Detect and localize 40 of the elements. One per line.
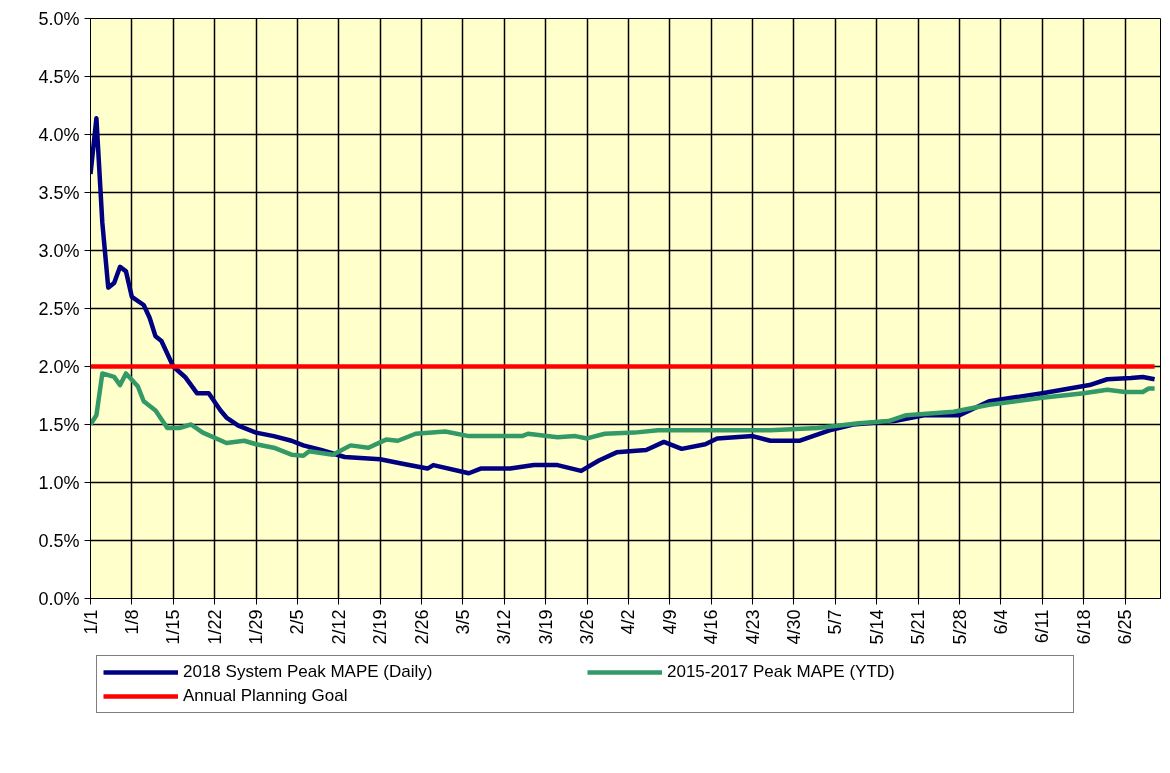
- y-tick-label: 0.0%: [38, 588, 80, 609]
- x-tick-label: 4/23: [742, 609, 763, 645]
- x-tick-label: 6/25: [1115, 609, 1136, 645]
- x-tick-label: 3/26: [577, 609, 598, 645]
- y-tick-label: 5.0%: [38, 8, 80, 29]
- x-tick-label: 4/16: [701, 609, 722, 645]
- y-tick-label: 4.5%: [38, 66, 80, 87]
- x-tick-label: 1/22: [204, 609, 225, 645]
- y-tick-label: 3.0%: [38, 240, 80, 261]
- y-tick-label: 2.5%: [38, 298, 80, 319]
- x-tick-label: 6/11: [1032, 609, 1053, 644]
- legend-label: 2015-2017 Peak MAPE (YTD): [667, 662, 896, 682]
- x-tick-label: 5/28: [949, 609, 970, 645]
- x-tick-label: 4/2: [618, 609, 639, 635]
- x-tick-label: 6/18: [1073, 609, 1094, 645]
- x-tick-label: 3/12: [494, 609, 515, 645]
- y-tick-label: 1.5%: [38, 414, 80, 435]
- x-tick-label: 1/29: [246, 609, 267, 645]
- x-tick-label: 5/7: [825, 609, 846, 635]
- x-tick-label: 2/5: [287, 609, 308, 635]
- y-tick-label: 2.0%: [38, 356, 80, 377]
- x-tick-label: 5/14: [866, 609, 887, 645]
- x-tick-label: 2/12: [328, 609, 349, 645]
- x-tick-label: 4/9: [659, 609, 680, 635]
- x-tick-label: 3/19: [535, 609, 556, 645]
- legend-label: 2018 System Peak MAPE (Daily): [183, 662, 434, 682]
- x-tick-label: 1/1: [80, 609, 101, 635]
- x-tick-label: 2/19: [370, 609, 391, 645]
- x-tick-label: 3/5: [452, 609, 473, 635]
- legend-label: Annual Planning Goal: [183, 686, 349, 706]
- x-tick-label: 1/15: [163, 609, 184, 645]
- y-tick-label: 1.0%: [38, 472, 80, 493]
- x-tick-label: 5/21: [908, 609, 929, 645]
- y-tick-label: 3.5%: [38, 182, 80, 203]
- y-tick-label: 4.0%: [38, 124, 80, 145]
- y-tick-label: 0.5%: [38, 530, 80, 551]
- x-tick-label: 6/4: [990, 609, 1011, 635]
- x-tick-label: 4/30: [783, 609, 804, 645]
- x-tick-label: 1/8: [121, 609, 142, 635]
- x-tick-label: 2/26: [411, 609, 432, 645]
